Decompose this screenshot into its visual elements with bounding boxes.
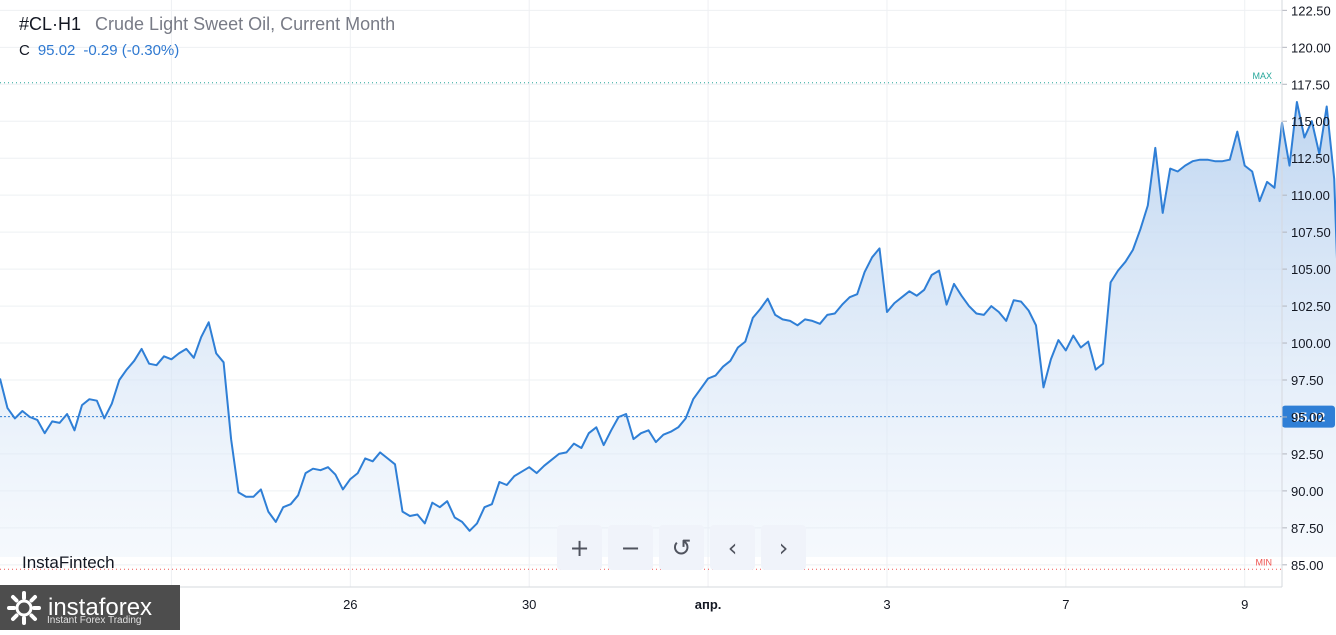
scroll-forward-button[interactable]: › [761, 525, 806, 570]
y-tick-label: 117.50 [1291, 77, 1330, 92]
y-tick-label: 107.50 [1291, 225, 1331, 240]
chart-legend: #CL·H1 Crude Light Sweet Oil, Current Mo… [19, 14, 395, 59]
x-tick-label: 26 [343, 597, 357, 612]
price-line [0, 101, 1336, 532]
series-line [0, 101, 1336, 532]
chevron-right-icon: › [778, 533, 789, 562]
minus-icon: − [620, 533, 641, 562]
series-area [0, 102, 1336, 587]
y-tick-label: 110.00 [1291, 188, 1330, 203]
reset-icon: ↺ [671, 533, 692, 562]
instrument-title: Crude Light Sweet Oil, Current Month [95, 14, 396, 34]
instaforex-logo: instaforex Instant Forex Trading [0, 585, 180, 630]
y-tick-label: 115.00 [1291, 114, 1330, 129]
y-tick-label: 100.00 [1291, 336, 1331, 351]
scroll-back-button[interactable]: ‹ [710, 525, 755, 570]
change-value: -0.29 (-0.30%) [83, 42, 180, 59]
y-tick-label: 105.00 [1291, 262, 1331, 277]
x-tick-label: 7 [1062, 597, 1069, 612]
chevron-left-icon: ‹ [727, 533, 738, 562]
x-tick-label: 9 [1241, 597, 1248, 612]
zoom-out-button[interactable]: − [608, 525, 653, 570]
symbol-label[interactable]: #CL·H1 [19, 14, 82, 34]
y-tick-label: 87.50 [1291, 521, 1324, 536]
zoom-in-button[interactable]: + [557, 525, 602, 570]
close-label: C [19, 42, 30, 59]
y-tick-label: 92.50 [1291, 447, 1324, 462]
y-tick-label: 102.50 [1291, 299, 1331, 314]
chart-controls: + − ↺ ‹ › [557, 525, 806, 570]
y-tick-label: 95.00 [1291, 410, 1324, 425]
x-tick-label: 30 [522, 597, 536, 612]
y-tick-label: 112.50 [1291, 151, 1330, 166]
max-label: MAX [1252, 71, 1272, 81]
y-tick-label: 97.50 [1291, 373, 1324, 388]
y-tick-label: 85.00 [1291, 558, 1324, 573]
min-label: MIN [1256, 557, 1273, 567]
last-price-label: 95.02 [1293, 410, 1326, 425]
y-tick-label: 122.50 [1291, 3, 1331, 18]
close-value: 95.02 [37, 42, 76, 59]
x-tick-label: 3 [883, 597, 890, 612]
area-fill [0, 102, 1336, 587]
x-tick-label: апр. [695, 597, 722, 612]
instaforex-tagline: Instant Forex Trading [47, 615, 142, 626]
reset-button[interactable]: ↺ [659, 525, 704, 570]
plus-icon: + [569, 533, 590, 562]
y-tick-label: 90.00 [1291, 484, 1324, 499]
last-price-badge [1282, 405, 1335, 428]
y-tick-label: 120.00 [1291, 40, 1331, 55]
instaforex-emblem-icon [7, 590, 41, 625]
instaforex-wordmark: instaforex [48, 593, 153, 621]
reference-lines: MAX MIN 95.02 [0, 71, 1335, 570]
instafintech-logo: InstaFintech [22, 553, 115, 572]
